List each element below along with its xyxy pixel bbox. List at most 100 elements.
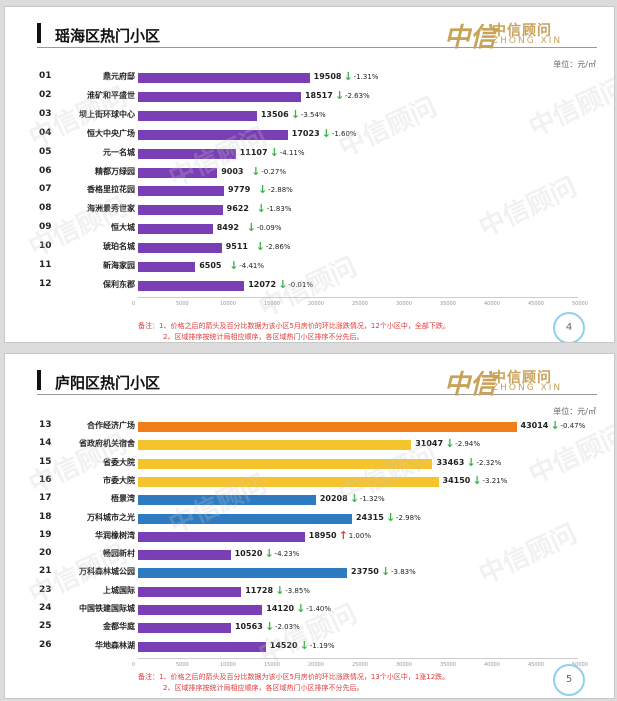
chart-row: 12 保利东郡 12072 ↓ -0.01% [5, 277, 614, 295]
tick-label-x: 10000 [220, 301, 236, 307]
tick-label-category: 上城国际 [103, 585, 135, 595]
title-accent [37, 370, 41, 390]
change-label: -1.19% [309, 641, 335, 650]
bar [138, 73, 310, 83]
chart-row: 06 精都万绿园 9003 ↓ -0.27% [5, 164, 614, 182]
tick-label-category: 海洲景秀世家 [87, 204, 135, 214]
data-label: 43014 [520, 421, 549, 430]
tick-label-x: 5000 [176, 662, 189, 668]
chart-row: 24 中国铁建国际城 14120 ↓ -1.40% [5, 601, 614, 619]
tick-label-x: 0 [132, 301, 136, 307]
data-label: 13506 [260, 109, 289, 119]
change-label: -4.11% [279, 148, 305, 157]
bar [138, 605, 263, 615]
rank-label: 06 [39, 165, 52, 176]
rank-label: 25 [39, 621, 52, 632]
bar [138, 440, 412, 451]
arrow-down-icon: ↓ [381, 565, 391, 579]
tick-label-category: 省政府机关宿舍 [79, 439, 135, 449]
rank-label: 09 [39, 222, 52, 233]
change-label: -2.32% [476, 458, 502, 467]
rank-label: 18 [39, 511, 52, 522]
rank-label: 02 [39, 89, 52, 100]
arrow-down-icon: ↓ [299, 638, 309, 652]
tick-label-x: 0 [132, 662, 136, 668]
note-line-2: 2、区域排序按统计局相应顺序，各区域热门小区排序不分先后。 [163, 333, 364, 341]
chart-row: 23 上城国际 11728 ↓ -3.85% [5, 583, 614, 601]
tick-label-x: 30000 [396, 301, 412, 307]
tick-label-x: 20000 [308, 301, 324, 307]
rank-label: 13 [39, 420, 52, 430]
tick-label-category: 合作经济广场 [87, 421, 135, 430]
tick-label-category: 坝上街环球中心 [79, 109, 135, 119]
change-label: -1.32% [359, 495, 385, 504]
arrow-down-icon: ↓ [264, 547, 274, 561]
tick-label-category: 金都华庭 [103, 622, 135, 632]
bar [138, 205, 223, 216]
bar [138, 224, 213, 235]
bar [138, 458, 433, 469]
rank-label: 14 [39, 438, 52, 449]
rank-label: 07 [39, 184, 52, 195]
rank-label: 17 [39, 493, 52, 504]
chart-row: 04 恒大中央广场 17023 ↓ -1.60% [5, 126, 614, 144]
panel-yaohai: 瑶海区热门小区 中信 中信顾问 ZHONG XIN 单位：元/㎡ 01 鼎元府邸 1… [4, 6, 615, 343]
tick-label-category: 省委大院 [103, 457, 135, 467]
data-label: 17023 [291, 128, 320, 138]
chart-row: 21 万科森林城公园 23750 ↓ -3.83% [5, 564, 614, 582]
chart-row: 14 省政府机关宿舍 31047 ↓ -2.94% [5, 436, 614, 454]
rank-label: 26 [39, 639, 52, 650]
tick-label-category: 畅园新村 [103, 549, 135, 559]
arrow-down-icon: ↓ [278, 277, 288, 291]
change-label: -2.98% [395, 513, 421, 522]
logo-mark: 中信 [444, 370, 497, 400]
title-divider [37, 394, 597, 395]
arrow-down-icon: ↓ [334, 88, 345, 102]
rank-label: 24 [39, 603, 52, 613]
tick-label-category: 琥珀名城 [103, 242, 135, 252]
tick-label-category: 新海家园 [103, 261, 135, 270]
tick-label-category: 中国铁建国际城 [79, 604, 135, 613]
page-number: 5 [553, 664, 585, 696]
tick-label-category: 精都万绿园 [95, 166, 135, 176]
change-label: -2.88% [268, 186, 293, 195]
arrow-down-icon: ↓ [445, 437, 455, 451]
bar [138, 167, 218, 178]
page-number: 4 [553, 312, 585, 342]
logo-en: ZHONG XIN [492, 383, 563, 393]
unit-label: 单位：元/㎡ [553, 407, 596, 416]
arrow-down-icon: ↓ [321, 126, 332, 140]
data-label: 9511 [225, 242, 248, 252]
chart-row: 07 香格里拉花园 9779 ↓ -2.88% [5, 182, 614, 200]
tick-label-x: 50000 [572, 301, 588, 307]
data-label: 31047 [415, 439, 444, 449]
change-label: -3.83% [391, 568, 416, 577]
tick-label-category: 华润橡树湾 [95, 530, 135, 540]
chart-row: 05 元一名城 11107 ↓ -4.11% [5, 145, 614, 163]
bar [138, 148, 236, 159]
rank-label: 05 [39, 146, 52, 157]
bar [138, 531, 305, 542]
rank-label: 08 [39, 203, 52, 214]
data-label: 9622 [226, 204, 249, 214]
tick-label-x: 30000 [396, 662, 412, 668]
data-label: 12072 [248, 279, 277, 289]
tick-label-x: 15000 [264, 301, 280, 307]
axis-line [138, 658, 578, 659]
tick-label-category: 保利东郡 [103, 279, 135, 289]
arrow-down-icon: ↓ [229, 259, 239, 272]
note: 备注：1、价格之后的箭头及百分比数据为该小区5月房价的环比涨跌情况，13个小区中… [138, 672, 449, 694]
logo-en: ZHONG XIN [492, 36, 563, 46]
rank-label: 21 [39, 566, 52, 577]
arrow-down-icon: ↓ [275, 583, 285, 597]
rank-label: 16 [39, 474, 52, 485]
chart-row: 15 省委大院 33463 ↓ -2.32% [5, 455, 614, 473]
bar [138, 495, 316, 506]
chart-row: 20 畅园新村 10520 ↓ -4.23% [5, 546, 614, 564]
arrow-down-icon: ↓ [290, 107, 301, 121]
bar [138, 91, 301, 102]
chart-row: 18 万科城市之光 24315 ↓ -2.98% [5, 510, 614, 528]
chart-row: 13 合作经济广场 43014 ↓ -0.47% [5, 418, 614, 436]
tick-label-x: 25000 [352, 662, 368, 668]
brand-logo: 中信 中信顾问 ZHONG XIN [444, 364, 584, 400]
